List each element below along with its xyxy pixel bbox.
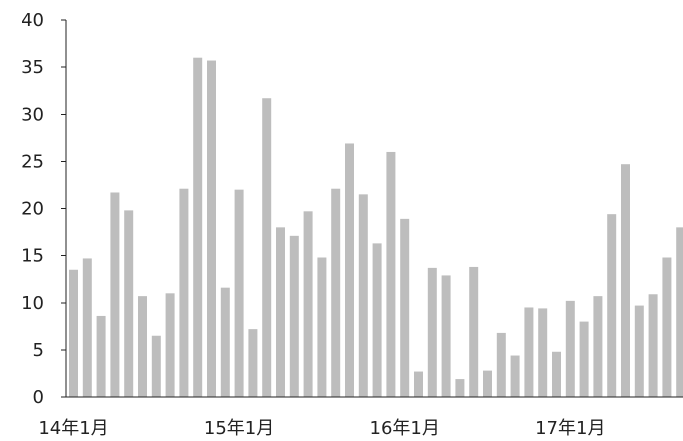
bar: [345, 143, 354, 397]
bar: [607, 214, 617, 397]
x-tick-label: 17年1月: [535, 418, 605, 439]
x-tick-label: 14年1月: [38, 418, 108, 439]
x-axis: 14年1月 15年1月 16年1月 17年1月: [38, 396, 683, 439]
bar: [634, 305, 644, 397]
bar: [124, 210, 134, 397]
bar: [234, 189, 244, 397]
bar: [207, 60, 216, 397]
bar: [552, 351, 561, 397]
bar: [289, 235, 299, 397]
bar: [441, 275, 451, 397]
y-tick-label: 5: [33, 340, 44, 361]
bar: [455, 379, 465, 397]
bar: [372, 243, 382, 397]
bar: [138, 296, 147, 397]
y-axis: 0 5 10 15 20 25 30 35 40: [21, 10, 67, 408]
bar: [82, 258, 92, 397]
y-tick-label: 40: [21, 10, 44, 31]
bar: [96, 315, 106, 397]
bar: [538, 308, 548, 397]
bar: [676, 227, 683, 397]
bar: [593, 296, 603, 397]
bar: [496, 332, 506, 397]
y-tick-label: 30: [21, 104, 44, 125]
bar: [386, 151, 396, 397]
bar: [414, 371, 423, 397]
bar: [248, 329, 258, 397]
y-tick-label: 35: [21, 57, 44, 78]
bar: [317, 257, 327, 397]
bar: [483, 370, 492, 397]
bar: [193, 57, 203, 397]
bar: [151, 335, 161, 397]
bar: [276, 227, 285, 397]
x-tick-label: 15年1月: [204, 418, 274, 439]
bar: [565, 300, 575, 397]
bar: [69, 269, 78, 397]
bar: [165, 293, 175, 397]
x-tick-label: 16年1月: [370, 418, 440, 439]
bar: [524, 307, 534, 397]
bar: [303, 211, 313, 397]
bar: [662, 257, 672, 397]
bar: [262, 98, 272, 397]
bar: [400, 218, 410, 397]
bar: [648, 294, 658, 397]
y-tick-label: 0: [33, 387, 44, 408]
bar: [179, 188, 189, 397]
bar: [427, 267, 437, 397]
bar: [469, 266, 479, 397]
y-tick-label: 25: [21, 151, 44, 172]
bar: [510, 355, 520, 397]
bars: [69, 57, 683, 397]
bar: [358, 194, 368, 397]
y-tick-label: 20: [21, 199, 44, 220]
bar: [331, 188, 341, 397]
bar: [110, 192, 120, 397]
y-tick-label: 15: [21, 246, 44, 267]
bar: [220, 287, 230, 397]
bar: [621, 164, 630, 397]
bar: [579, 321, 589, 397]
y-tick-label: 10: [21, 293, 44, 314]
